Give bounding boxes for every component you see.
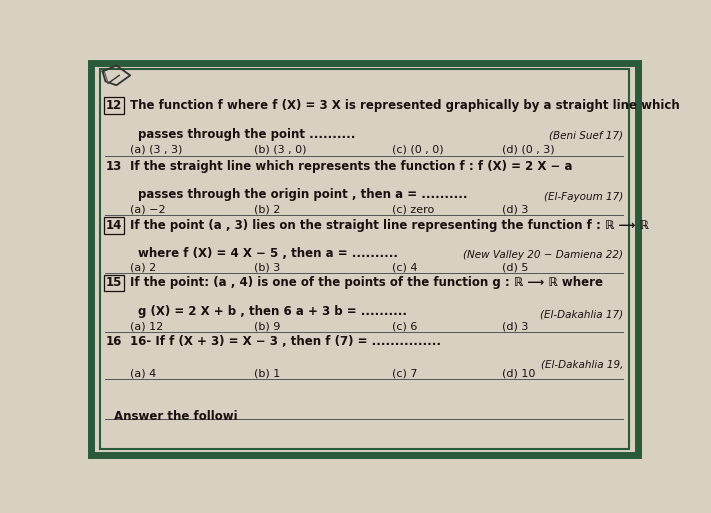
- Text: (b) 1: (b) 1: [255, 369, 280, 379]
- Text: (b) (3 , 0): (b) (3 , 0): [255, 145, 306, 154]
- Text: (Beni Suef 17): (Beni Suef 17): [550, 131, 624, 141]
- Text: (a) 12: (a) 12: [130, 322, 164, 331]
- Text: (b) 3: (b) 3: [255, 262, 280, 272]
- Text: (b) 2: (b) 2: [255, 205, 281, 214]
- Text: (New Valley 20 − Damiena 22): (New Valley 20 − Damiena 22): [464, 250, 624, 261]
- Text: If the point: (a , 4) is one of the points of the function g : ℝ ⟶ ℝ where: If the point: (a , 4) is one of the poin…: [130, 277, 603, 289]
- Text: (a) 2: (a) 2: [130, 262, 156, 272]
- Text: If the point (a , 3) lies on the straight line representing the function f : ℝ ⟶: If the point (a , 3) lies on the straigh…: [130, 219, 649, 232]
- Text: (c) 6: (c) 6: [392, 322, 417, 331]
- Text: (d) 3: (d) 3: [502, 205, 528, 214]
- Text: 16: 16: [105, 336, 122, 348]
- Text: 15: 15: [105, 277, 122, 289]
- Text: (a) (3 , 3): (a) (3 , 3): [130, 145, 183, 154]
- Text: (d) (0 , 3): (d) (0 , 3): [502, 145, 555, 154]
- Text: (d) 5: (d) 5: [502, 262, 528, 272]
- Text: (d) 10: (d) 10: [502, 369, 535, 379]
- Text: (c) 7: (c) 7: [392, 369, 417, 379]
- Text: passes through the point ..........: passes through the point ..........: [139, 128, 356, 141]
- Text: (c) zero: (c) zero: [392, 205, 434, 214]
- Text: (a) 4: (a) 4: [130, 369, 156, 379]
- Text: If the straight line which represents the function f : f (X) = 2 X − a: If the straight line which represents th…: [130, 160, 572, 172]
- Text: g (X) = 2 X + b , then 6 a + 3 b = ..........: g (X) = 2 X + b , then 6 a + 3 b = .....…: [139, 305, 407, 318]
- Text: (c) (0 , 0): (c) (0 , 0): [392, 145, 444, 154]
- Text: Answer the followi: Answer the followi: [114, 410, 237, 423]
- Text: (El-Dakahlia 17): (El-Dakahlia 17): [540, 310, 624, 320]
- Text: where f (X) = 4 X − 5 , then a = ..........: where f (X) = 4 X − 5 , then a = .......…: [139, 247, 398, 260]
- Text: (d) 3: (d) 3: [502, 322, 528, 331]
- Text: (b) 9: (b) 9: [255, 322, 281, 331]
- Text: 16- If f (X + 3) = X − 3 , then f (7) = ...............: 16- If f (X + 3) = X − 3 , then f (7) = …: [130, 336, 442, 348]
- Text: 13: 13: [105, 160, 122, 172]
- Text: (a) −2: (a) −2: [130, 205, 166, 214]
- Text: The function f where f (X) = 3 X is represented graphically by a straight line w: The function f where f (X) = 3 X is repr…: [130, 99, 680, 112]
- Text: passes through the origin point , then a = ..........: passes through the origin point , then a…: [139, 188, 468, 201]
- Text: 14: 14: [105, 219, 122, 232]
- Text: (El-Fayoum 17): (El-Fayoum 17): [544, 192, 624, 202]
- Text: (El-Dakahlia 19,: (El-Dakahlia 19,: [541, 359, 624, 369]
- Text: 12: 12: [105, 99, 122, 112]
- Text: (c) 4: (c) 4: [392, 262, 417, 272]
